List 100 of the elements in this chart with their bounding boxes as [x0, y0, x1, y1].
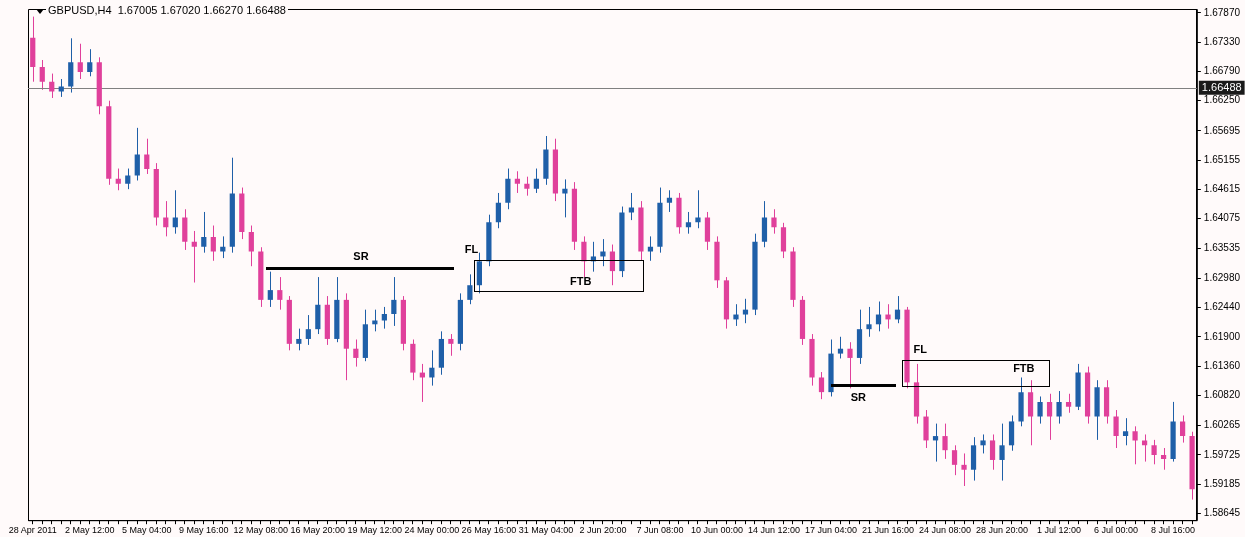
x-tick-label: 26 May 16:00 — [461, 525, 517, 536]
candlestick — [505, 168, 511, 210]
candlestick — [989, 433, 996, 471]
annotation: FTB — [569, 274, 592, 287]
x-tick-label: 10 Jun 00:00 — [690, 525, 743, 536]
candlestick — [1037, 395, 1043, 425]
candlestick — [1179, 414, 1186, 444]
candlestick — [514, 170, 521, 194]
y-tick-label: 1.65155 — [1203, 153, 1241, 165]
candlestick — [1065, 393, 1072, 414]
candlestick — [837, 336, 844, 359]
candlestick — [201, 211, 207, 254]
y-tick-label: 1.60265 — [1203, 419, 1241, 431]
candlestick — [524, 176, 530, 197]
y-tick-label: 1.65695 — [1203, 124, 1241, 136]
candlestick — [562, 178, 568, 218]
x-tick-label: 31 May 04:00 — [518, 525, 574, 536]
x-tick-label: 28 Jun 20:00 — [976, 525, 1029, 536]
candlestick — [695, 189, 701, 229]
y-tick-label: 1.62980 — [1203, 271, 1241, 283]
x-tick-label: 5 May 04:00 — [122, 525, 172, 536]
candlestick — [685, 211, 692, 235]
candlestick — [628, 192, 635, 221]
y-tick-label: 1.59725 — [1203, 448, 1241, 460]
candlestick — [172, 189, 178, 235]
candlestick — [448, 333, 454, 357]
y-tick-label: 1.64075 — [1203, 212, 1241, 224]
candlestick — [980, 433, 986, 454]
candlestick — [1160, 447, 1167, 471]
candlestick — [77, 43, 83, 80]
candlestick — [144, 138, 150, 175]
x-tick-label: 1 Jul 12:00 — [1037, 525, 1082, 536]
y-tick-label: 1.58645 — [1203, 507, 1241, 519]
y-tick-label: 1.62440 — [1203, 301, 1241, 313]
x-tick-label: 24 Jun 08:00 — [919, 525, 972, 536]
candlestick — [163, 200, 169, 237]
candlestick — [742, 298, 749, 324]
candlestick — [666, 189, 673, 213]
y-tick-label: 1.61900 — [1203, 330, 1241, 342]
candlestick — [115, 168, 121, 191]
annotation: SR — [850, 391, 866, 403]
y-tick-label: 1.61360 — [1203, 359, 1241, 371]
annotation: FL — [913, 342, 928, 355]
candlestick — [999, 423, 1005, 482]
candlestick — [961, 452, 967, 487]
x-tick-label: 7 Jun 08:00 — [636, 525, 684, 536]
chart-title: GBPUSD,H4 1.67005 1.67020 1.66270 1.66488 — [46, 4, 288, 16]
x-tick-label: 8 Jul 16:00 — [1151, 525, 1196, 536]
candlestick — [296, 328, 302, 351]
candlestick — [1056, 390, 1062, 425]
candlestick — [191, 230, 197, 284]
x-tick-label: 16 May 20:00 — [290, 525, 346, 536]
y-tick-label: 1.60820 — [1203, 389, 1241, 401]
x-tick-label: 9 May 16:00 — [179, 525, 229, 536]
candlestick — [733, 303, 739, 327]
candlestick — [134, 127, 140, 181]
candlestick — [467, 273, 473, 305]
ref-line-label: 1.66488 — [1201, 80, 1242, 93]
candlestick — [771, 208, 777, 235]
candlestick — [942, 423, 948, 460]
x-tick-label: 28 Apr 2011 — [8, 525, 57, 536]
candlestick — [1122, 417, 1129, 446]
candlestick — [39, 59, 45, 91]
candlestick — [1113, 409, 1119, 449]
y-tick-label: 1.64615 — [1203, 183, 1241, 195]
x-tick-label: 2 Jun 20:00 — [579, 525, 627, 536]
x-tick-label: 14 Jun 12:00 — [747, 525, 800, 536]
candlestick — [87, 48, 93, 77]
x-tick-label: 2 May 12:00 — [65, 525, 115, 536]
candlestick — [476, 252, 482, 294]
candlestick — [647, 235, 654, 262]
candlestick — [923, 409, 929, 449]
candlestick — [951, 444, 958, 476]
candlestick — [581, 235, 587, 278]
annotation: FTB — [1013, 361, 1035, 374]
y-tick-label: 1.67330 — [1203, 35, 1241, 47]
annotation: FL — [464, 242, 479, 255]
candlestick — [1141, 433, 1148, 463]
candlestick — [600, 238, 606, 267]
candlestick — [495, 192, 502, 229]
candlestick — [248, 225, 254, 267]
x-tick-label: 6 Jul 00:00 — [1094, 525, 1139, 536]
candlestick — [1046, 393, 1053, 441]
x-tick-label: 21 Jun 16:00 — [861, 525, 915, 536]
candlestick — [1151, 439, 1157, 465]
candlestick — [1132, 425, 1138, 465]
candlestick — [391, 276, 397, 327]
candlestick — [866, 306, 872, 338]
y-tick-label: 1.63535 — [1203, 241, 1241, 253]
candlestick — [277, 276, 283, 311]
y-tick-label: 1.66790 — [1203, 65, 1241, 77]
x-tick-label: 19 May 12:00 — [347, 525, 403, 536]
candlestick — [305, 314, 311, 346]
x-tick-label: 17 Jun 04:00 — [804, 525, 858, 536]
candlestick — [353, 338, 359, 368]
x-tick-label: 12 May 08:00 — [233, 525, 289, 536]
candlestick — [125, 168, 131, 190]
x-tick-label: 24 May 00:00 — [404, 525, 460, 536]
candlestick — [847, 341, 853, 389]
candlestick — [885, 303, 891, 330]
